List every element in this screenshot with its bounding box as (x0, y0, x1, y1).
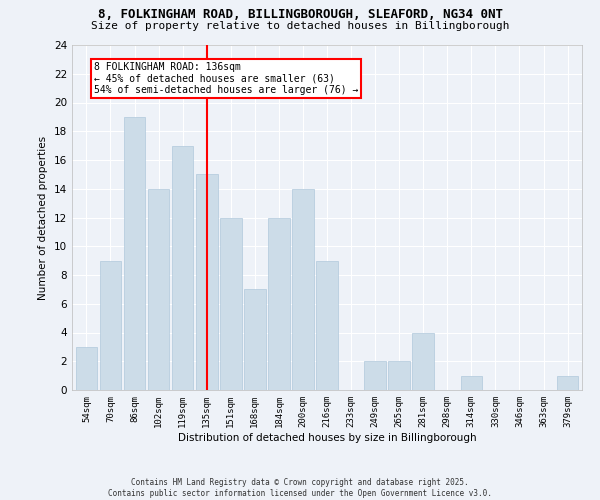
Bar (76, 347, 97, 390)
Bar (461, 376, 482, 390)
Bar (268, 218, 290, 390)
Text: Contains HM Land Registry data © Crown copyright and database right 2025.
Contai: Contains HM Land Registry data © Crown c… (108, 478, 492, 498)
Bar (172, 146, 193, 390)
Bar (100, 260, 121, 390)
Y-axis label: Number of detached properties: Number of detached properties (38, 136, 49, 300)
Bar (196, 174, 218, 390)
Bar (292, 188, 314, 390)
Bar (388, 361, 410, 390)
Bar (148, 188, 169, 390)
Bar (412, 332, 434, 390)
Bar (557, 376, 578, 390)
X-axis label: Distribution of detached houses by size in Billingborough: Distribution of detached houses by size … (178, 432, 476, 442)
Text: Size of property relative to detached houses in Billingborough: Size of property relative to detached ho… (91, 21, 509, 31)
Bar (124, 117, 145, 390)
Text: 8 FOLKINGHAM ROAD: 136sqm
← 45% of detached houses are smaller (63)
54% of semi-: 8 FOLKINGHAM ROAD: 136sqm ← 45% of detac… (94, 62, 358, 96)
Text: 8, FOLKINGHAM ROAD, BILLINGBOROUGH, SLEAFORD, NG34 0NT: 8, FOLKINGHAM ROAD, BILLINGBOROUGH, SLEA… (97, 8, 503, 20)
Bar (244, 290, 266, 390)
Bar (364, 361, 386, 390)
Bar (316, 260, 338, 390)
Bar (220, 218, 242, 390)
